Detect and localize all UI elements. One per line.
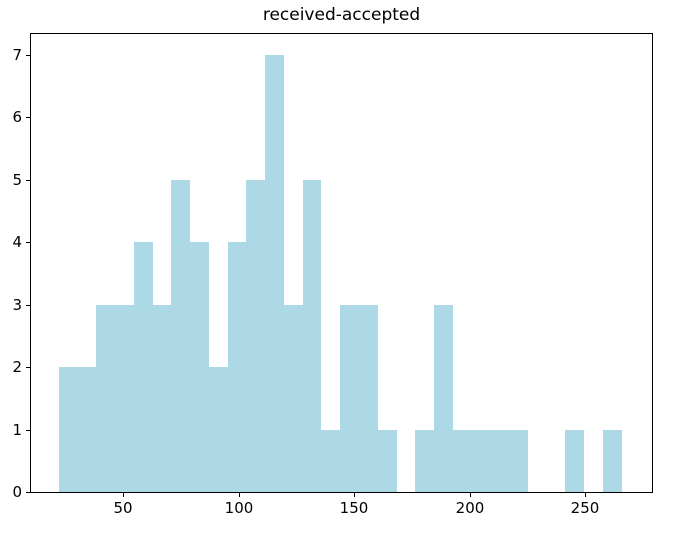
histogram-bar (284, 305, 303, 492)
y-tick-label: 3 (12, 296, 22, 314)
x-tick-label: 50 (113, 499, 133, 517)
x-tick-mark (585, 493, 586, 497)
histogram-bar (246, 180, 265, 492)
x-tick-label: 100 (224, 499, 254, 517)
histogram-bar (340, 305, 359, 492)
histogram-bar (59, 367, 77, 492)
histogram-bar (115, 305, 134, 492)
histogram-bar (209, 367, 228, 492)
histogram-bar (472, 430, 490, 492)
histogram-bar (228, 242, 246, 492)
y-tick-label: 7 (12, 46, 22, 64)
histogram-bar (453, 430, 472, 492)
x-tick-mark (470, 493, 471, 497)
x-tick-label: 250 (570, 499, 600, 517)
histogram-bar (153, 305, 171, 492)
histogram-bar (565, 430, 584, 492)
y-tick-label: 5 (12, 171, 22, 189)
histogram-bar (359, 305, 378, 492)
histogram-bar (96, 305, 115, 492)
x-tick-mark (239, 493, 240, 497)
histogram-bar (190, 242, 209, 492)
histogram-bar (265, 55, 284, 492)
y-tick-mark (26, 180, 30, 181)
y-tick-mark (26, 492, 30, 493)
y-tick-label: 6 (12, 108, 22, 126)
x-tick-mark (123, 493, 124, 497)
histogram-bar (321, 430, 340, 492)
histogram-bar (77, 367, 96, 492)
histogram-bar (415, 430, 434, 492)
histogram-bar (603, 430, 622, 492)
y-tick-mark (26, 117, 30, 118)
plot-area (30, 33, 653, 493)
x-tick-mark (354, 493, 355, 497)
x-tick-label: 200 (455, 499, 485, 517)
histogram-bar (303, 180, 321, 492)
histogram-bar (490, 430, 509, 492)
y-tick-label: 1 (12, 421, 22, 439)
y-tick-label: 2 (12, 358, 22, 376)
y-tick-mark (26, 242, 30, 243)
y-tick-label: 4 (12, 233, 22, 251)
y-tick-label: 0 (12, 483, 22, 501)
y-tick-mark (26, 367, 30, 368)
histogram-bar (509, 430, 528, 492)
y-tick-mark (26, 305, 30, 306)
chart-title: received-accepted (262, 5, 421, 25)
histogram-bar (434, 305, 453, 492)
histogram-bar (171, 180, 190, 492)
y-tick-mark (26, 430, 30, 431)
x-tick-label: 150 (339, 499, 369, 517)
y-tick-mark (26, 55, 30, 56)
histogram-bar (378, 430, 397, 492)
histogram-bar (134, 242, 153, 492)
